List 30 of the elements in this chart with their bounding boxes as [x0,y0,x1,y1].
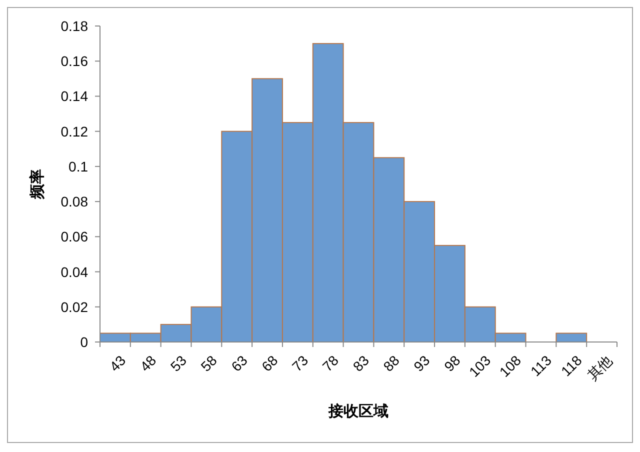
y-tick-label: 0.04 [60,264,88,280]
x-tick-label: 98 [440,352,464,374]
x-tick-label: 58 [198,352,220,374]
y-tick-label: 0.14 [60,88,88,104]
x-tick-label: 78 [319,352,342,374]
y-tick-label: 0.02 [60,298,88,315]
x-tick-label: 83 [350,352,372,374]
x-tick-label: 63 [228,352,250,374]
x-tick-label: 68 [258,352,281,374]
x-tick-label: 118 [558,352,586,380]
x-tick-label: 93 [410,352,433,374]
x-tick-label: 108 [496,352,524,380]
x-tick-label: 103 [466,352,494,380]
bar [556,332,588,342]
y-tick-label: 0 [80,334,88,350]
x-tick-label: 43 [106,352,129,374]
y-tick-label: 0.16 [60,53,88,70]
x-tick-label: 53 [167,352,190,374]
y-tick-label: 0.06 [60,228,88,245]
x-axis-title: 接收区域 [328,403,388,420]
y-tick-label: 0.1 [68,158,88,174]
y-tick-label: 0.08 [60,194,88,210]
y-tick-label: 0.12 [60,123,88,140]
y-tick-label: 0.18 [60,18,88,34]
x-tick-label: 48 [136,352,160,374]
x-tick-label: 88 [380,352,403,374]
x-tick-label: 113 [527,352,555,380]
x-tick-label: 73 [288,352,312,374]
x-tick-label: 其他 [584,352,616,384]
y-axis-title: 频率 [28,169,46,200]
